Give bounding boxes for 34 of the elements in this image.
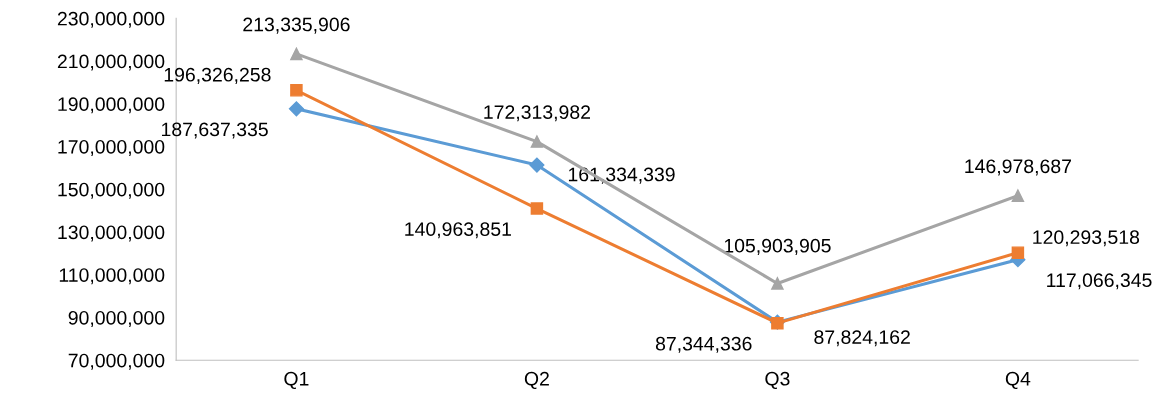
y-tick-label: 110,000,000 <box>59 268 165 285</box>
data-label: 172,313,982 <box>484 105 590 122</box>
point <box>530 135 544 148</box>
data-label: 87,344,336 <box>655 336 752 353</box>
point <box>1011 246 1025 259</box>
data-label: 140,963,851 <box>405 222 511 239</box>
y-tick-label: 130,000,000 <box>58 225 165 242</box>
x-tick-label: Q2 <box>524 371 549 390</box>
y-tick-label: 210,000,000 <box>57 54 165 71</box>
data-label: 146,978,687 <box>965 159 1071 176</box>
data-label: 87,824,162 <box>814 330 910 347</box>
y-tick-label: 150,000,000 <box>58 182 165 199</box>
data-label: 105,903,905 <box>724 238 831 255</box>
y-tick-label: 170,000,000 <box>58 139 165 157</box>
data-label: 117,066,345 <box>1047 273 1152 290</box>
data-label: 161,334,339 <box>568 167 675 184</box>
point <box>529 157 545 173</box>
y-tick-label: 190,000,000 <box>58 97 165 114</box>
point <box>290 84 303 97</box>
x-tick-label: Q1 <box>284 371 309 390</box>
y-tick-label: 230,000,000 <box>57 11 165 28</box>
data-label: 196,326,258 <box>164 67 271 84</box>
point <box>530 202 544 215</box>
y-tick-label: 70,000,000 <box>68 353 165 370</box>
point <box>1011 189 1025 202</box>
x-tick-label: Q4 <box>1005 371 1031 390</box>
data-label: 213,335,906 <box>243 17 350 34</box>
x-tick-label: Q3 <box>765 371 790 390</box>
point <box>290 47 303 61</box>
data-label: 187,637,335 <box>162 122 268 139</box>
point <box>771 277 784 290</box>
data-label: 120,293,518 <box>1033 230 1140 247</box>
point <box>288 101 304 117</box>
y-tick-label: 90,000,000 <box>68 310 165 327</box>
